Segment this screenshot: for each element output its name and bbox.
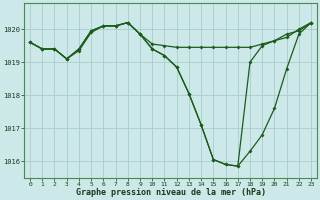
X-axis label: Graphe pression niveau de la mer (hPa): Graphe pression niveau de la mer (hPa) — [76, 188, 266, 197]
